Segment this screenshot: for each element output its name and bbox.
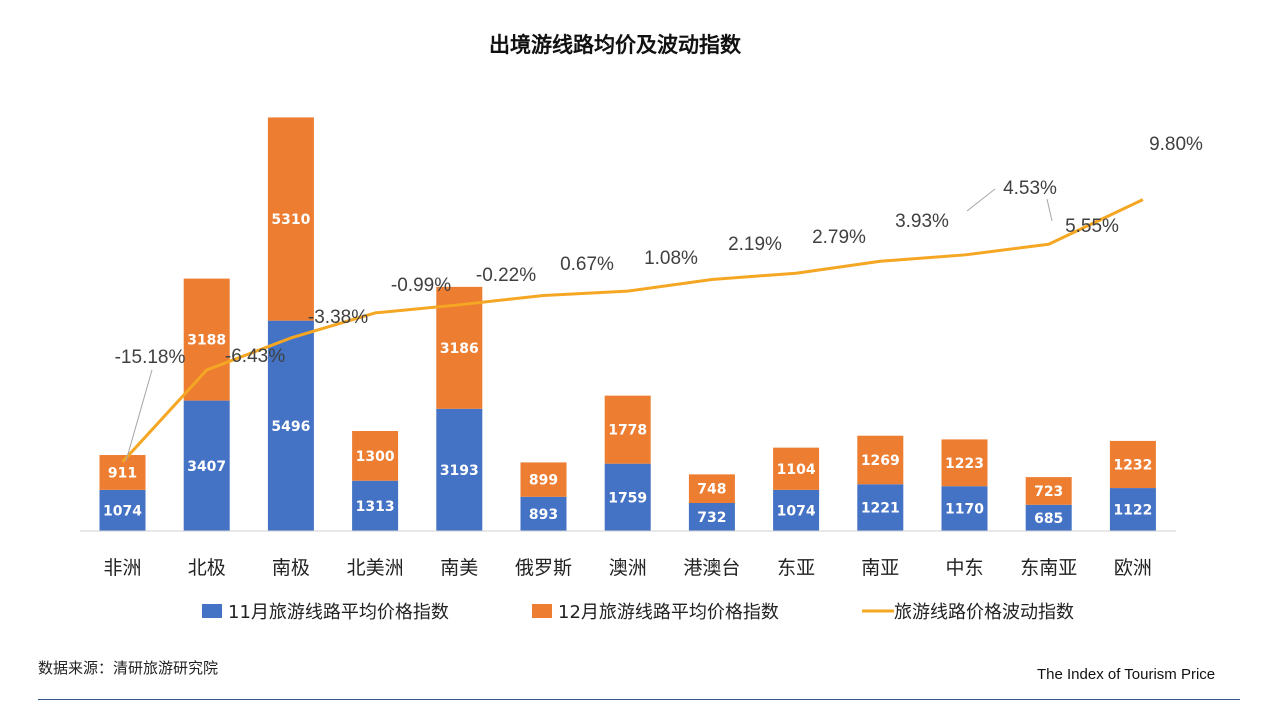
bar-dec xyxy=(183,278,230,401)
bar-label-nov: 1122 xyxy=(1113,503,1152,519)
line-layer: -15.18% -6.43% -3.38% -0.99% -0.22% 0.67% 1.08… xyxy=(115,134,1203,463)
bar-label-nov: 893 xyxy=(529,507,558,523)
line-data-label: -3.38% xyxy=(308,307,368,328)
legend-label-line: 旅游线路价格波动指数 xyxy=(894,602,1074,623)
leader-line xyxy=(125,369,153,462)
bar-label-dec: 5310 xyxy=(271,212,310,228)
bar-nov xyxy=(1109,488,1156,531)
line-data-label: -6.43% xyxy=(225,346,285,367)
bar-label-nov: 1170 xyxy=(945,502,984,518)
x-tick-label: 俄罗斯 xyxy=(515,557,572,579)
bar-label-nov: 1221 xyxy=(861,501,900,517)
legend-label-dec: 12月旅游线路平均价格指数 xyxy=(558,602,779,623)
bar-nov xyxy=(267,320,314,531)
bar-label-dec: 1300 xyxy=(356,449,395,465)
x-tick-label: 南亚 xyxy=(861,557,899,579)
bar-label-nov: 1074 xyxy=(777,503,816,519)
legend-swatch-nov xyxy=(202,604,222,618)
legend-label-nov: 11月旅游线路平均价格指数 xyxy=(228,602,449,623)
bar-label-nov: 3193 xyxy=(440,463,479,479)
data-source: 数据来源：清研旅游研究院 xyxy=(38,659,219,677)
bar-dec xyxy=(857,435,904,485)
x-tick-label: 东南亚 xyxy=(1020,557,1077,579)
bar-label-dec: 3188 xyxy=(187,333,226,349)
x-tick-label: 南极 xyxy=(272,557,310,579)
x-tick-label: 中东 xyxy=(945,557,983,579)
x-tick-label: 南美 xyxy=(440,557,478,579)
x-axis-labels: 非洲 北极 南极 北美洲 南美 俄罗斯 澳洲 港澳台 东亚 南亚 中东 东南亚 欧洲 xyxy=(103,557,1151,579)
line-data-label: 9.80% xyxy=(1149,134,1203,155)
bar-layer: 1074 911 3407 3188 5496 5310 1313 1300 3193 3186 8… xyxy=(99,117,1156,531)
bar-nov xyxy=(941,486,988,531)
line-data-label: -0.22% xyxy=(476,265,536,286)
bar-nov xyxy=(520,496,567,531)
line-data-label: -0.99% xyxy=(391,275,451,296)
english-subtitle: The Index of Tourism Price xyxy=(1037,666,1216,683)
bar-nov xyxy=(352,480,399,531)
bar-nov xyxy=(436,408,483,531)
x-tick-label: 澳洲 xyxy=(609,557,647,579)
bar-dec xyxy=(688,474,735,503)
bar-label-nov: 685 xyxy=(1034,511,1063,527)
bar-label-dec: 1269 xyxy=(861,453,900,469)
bar-nov xyxy=(688,502,735,531)
x-tick-label: 北极 xyxy=(188,557,226,579)
x-tick-label: 北美洲 xyxy=(347,557,404,579)
bar-label-dec: 723 xyxy=(1034,484,1063,500)
bar-label-nov: 732 xyxy=(697,510,726,526)
bar-dec xyxy=(267,117,314,321)
bar-label-nov: 1074 xyxy=(103,503,142,519)
line-data-label: 1.08% xyxy=(644,248,698,269)
leader-line xyxy=(1046,198,1053,222)
bar-label-nov: 5496 xyxy=(271,419,310,435)
bar-label-dec: 1778 xyxy=(608,423,647,439)
bar-nov xyxy=(183,400,230,531)
bar-nov xyxy=(1025,504,1072,531)
bar-dec xyxy=(1025,477,1072,505)
bar-label-nov: 3407 xyxy=(187,459,226,475)
line-data-label: 0.67% xyxy=(560,254,614,275)
x-tick-label: 欧洲 xyxy=(1114,557,1152,579)
line-data-label: 4.53% xyxy=(1003,178,1057,199)
bar-nov xyxy=(773,489,820,531)
bar-label-dec: 748 xyxy=(697,482,726,498)
line-data-label: -15.18% xyxy=(115,347,186,368)
bar-label-dec: 1104 xyxy=(777,462,816,478)
bar-dec xyxy=(352,430,399,481)
line-data-label: 5.55% xyxy=(1065,216,1119,237)
bar-dec xyxy=(773,447,820,490)
chart-title: 出境游线路均价及波动指数 xyxy=(489,33,742,57)
bar-dec xyxy=(520,462,567,497)
x-tick-label: 非洲 xyxy=(103,557,141,579)
bar-dec xyxy=(604,395,651,464)
bar-label-dec: 1223 xyxy=(945,456,984,472)
bar-label-dec: 899 xyxy=(529,473,558,489)
line-data-label: 2.79% xyxy=(812,227,866,248)
x-tick-label: 东亚 xyxy=(777,557,815,579)
line-data-label: 2.19% xyxy=(728,234,782,255)
bar-label-nov: 1313 xyxy=(356,499,395,515)
bar-dec xyxy=(941,439,988,487)
bar-label-dec: 1232 xyxy=(1113,457,1152,473)
fluctuation-line xyxy=(121,198,1144,463)
x-tick-label: 港澳台 xyxy=(683,557,740,579)
bottom-rule xyxy=(38,699,1240,700)
legend: 11月旅游线路平均价格指数 12月旅游线路平均价格指数 旅游线路价格波动指数 xyxy=(202,602,1074,623)
bar-nov xyxy=(99,489,146,531)
bar-nov xyxy=(604,463,651,531)
bar-label-dec: 911 xyxy=(108,465,137,481)
bar-label-dec: 3186 xyxy=(440,341,479,357)
legend-swatch-dec xyxy=(532,604,552,618)
leader-line xyxy=(966,188,996,212)
bar-dec xyxy=(1109,440,1156,489)
bar-nov xyxy=(857,484,904,531)
bar-label-nov: 1759 xyxy=(608,490,647,506)
line-data-label: 3.93% xyxy=(895,211,949,232)
